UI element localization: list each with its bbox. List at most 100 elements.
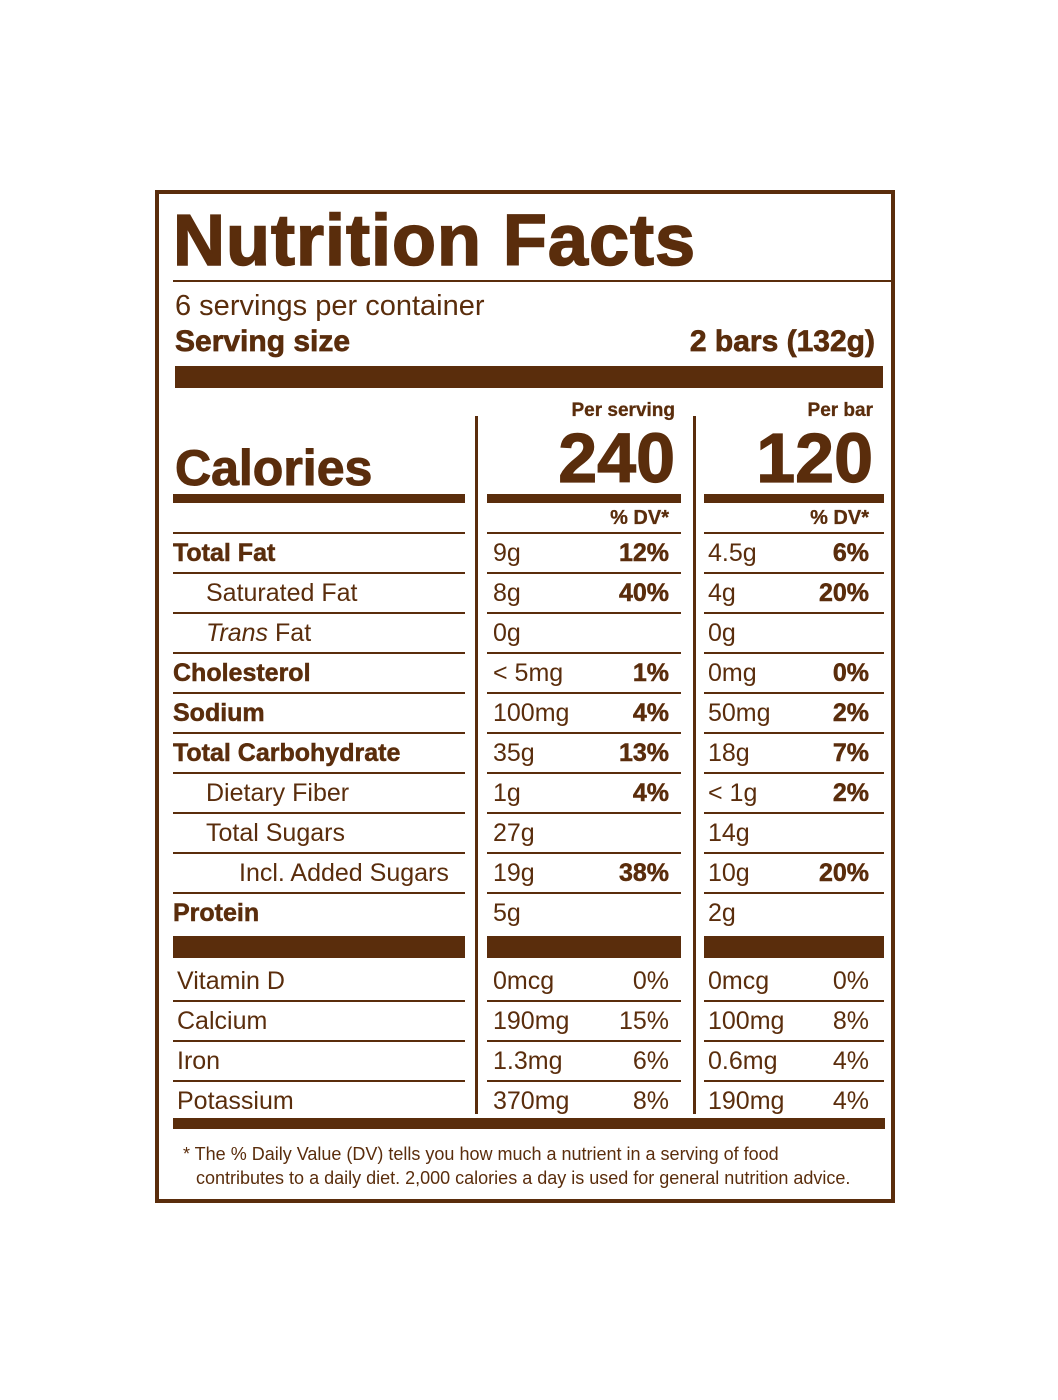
nutrient-rule-right-1	[704, 572, 884, 574]
nutrient-rule-right-5	[704, 732, 884, 734]
dv-per-bar: 6%	[832, 539, 870, 568]
nutrient-name: Dietary Fiber	[206, 779, 350, 807]
column-divider-left	[475, 416, 478, 1114]
nutrient-name-italic: Trans	[206, 619, 269, 647]
vitamin-rule-left-3	[173, 1080, 465, 1082]
calories-label: Calories	[174, 440, 373, 497]
calories-rule-left	[173, 494, 465, 503]
nutrient-rule-mid-9	[487, 892, 681, 894]
nutrient-rule-right-4	[704, 692, 884, 694]
amount-per-bar: 10g	[708, 859, 750, 887]
vitamin-dv-per-serving: 0%	[632, 967, 669, 995]
dv-per-serving: 4%	[632, 779, 670, 808]
nutrient-rule-mid-7	[487, 812, 681, 814]
nutrient-rule-left-7	[173, 812, 465, 814]
nutrient-rule-left-2	[173, 612, 465, 614]
vitamin-separator-mid	[487, 936, 681, 958]
footnote-line-2: contributes to a daily diet. 2,000 calor…	[196, 1168, 851, 1188]
dv-per-bar: 7%	[832, 739, 870, 768]
serving-size-value: 2 bars (132g)	[689, 325, 876, 359]
vitamin-name: Potassium	[177, 1087, 294, 1115]
amount-per-bar: 0mg	[708, 659, 757, 687]
nutrient-rule-left-9	[173, 892, 465, 894]
column-header-per-serving: Per serving	[571, 400, 675, 421]
nutrient-name: Total Sugars	[206, 819, 345, 847]
nutrient-rule-right-8	[704, 852, 884, 854]
nutrient-name: Protein	[173, 899, 260, 928]
vitamin-amount-per-serving: 370mg	[493, 1087, 570, 1115]
amount-per-bar: 4g	[708, 579, 736, 607]
vitamin-rule-mid-2	[487, 1040, 681, 1042]
vitamin-name: Vitamin D	[177, 967, 285, 995]
vitamin-rule-right-3	[704, 1080, 884, 1082]
amount-per-bar: 18g	[708, 739, 750, 767]
dv-per-bar: 2%	[832, 779, 870, 808]
nutrient-rule-left-8	[173, 852, 465, 854]
vitamin-rule-mid-3	[487, 1080, 681, 1082]
amount-per-bar: 0g	[708, 619, 736, 647]
nutrient-name: Trans Fat	[206, 618, 311, 648]
vitamin-rule-left-2	[173, 1040, 465, 1042]
amount-per-bar: < 1g	[708, 779, 758, 807]
nutrient-rule-right-9	[704, 892, 884, 894]
dv-header-rule-left-0	[173, 532, 465, 534]
dv-per-serving: 1%	[632, 659, 670, 688]
vitamin-amount-per-bar: 190mg	[708, 1087, 785, 1115]
amount-per-serving: 1g	[493, 779, 521, 807]
nutrient-name: Saturated Fat	[206, 579, 358, 607]
nutrient-name: Total Fat	[173, 539, 276, 568]
nutrient-rule-mid-8	[487, 852, 681, 854]
vitamin-dv-per-bar: 4%	[832, 1087, 869, 1115]
vitamin-dv-per-bar: 4%	[832, 1047, 869, 1075]
vitamin-dv-per-bar: 0%	[832, 967, 869, 995]
nutrient-rule-right-6	[704, 772, 884, 774]
column-header-per-bar: Per bar	[807, 400, 873, 421]
nutrient-rule-right-3	[704, 652, 884, 654]
nutrient-rule-left-1	[173, 572, 465, 574]
dv-per-bar: 0%	[832, 659, 870, 688]
vitamin-rule-right-1	[704, 1000, 884, 1002]
nutrient-rule-left-6	[173, 772, 465, 774]
calories-rule-mid	[487, 494, 681, 503]
vitamin-amount-per-bar: 0mcg	[708, 967, 770, 995]
amount-per-serving: 8g	[493, 579, 521, 607]
nutrient-rule-right-2	[704, 612, 884, 614]
amount-per-bar: 50mg	[708, 699, 771, 727]
nutrient-name: Sodium	[173, 699, 265, 728]
dv-per-bar: 2%	[832, 699, 870, 728]
dv-header-per-bar: % DV*	[810, 507, 869, 529]
nutrient-rule-mid-5	[487, 732, 681, 734]
amount-per-serving: 0g	[493, 619, 521, 647]
footnote: * The % Daily Value (DV) tells you how m…	[183, 1142, 883, 1190]
calories-per-bar: 120	[756, 419, 874, 497]
dv-per-bar: 20%	[818, 859, 870, 888]
vitamin-name: Calcium	[177, 1007, 268, 1035]
amount-per-bar: 4.5g	[708, 539, 757, 567]
nutrient-rule-mid-6	[487, 772, 681, 774]
vitamin-separator-left	[173, 936, 465, 958]
serving-size-label: Serving size	[175, 325, 351, 359]
title-rule	[173, 280, 893, 282]
thick-rule-bottom	[173, 1118, 885, 1129]
calories-per-serving: 240	[558, 419, 676, 497]
nutrient-rule-mid-3	[487, 652, 681, 654]
vitamin-dv-per-serving: 15%	[618, 1007, 669, 1035]
dv-per-serving: 12%	[618, 539, 670, 568]
nutrient-rule-left-3	[173, 652, 465, 654]
vitamin-amount-per-serving: 0mcg	[493, 967, 555, 995]
nutrient-name: Incl. Added Sugars	[239, 859, 449, 887]
nutrient-rule-mid-1	[487, 572, 681, 574]
vitamin-amount-per-serving: 1.3mg	[493, 1047, 563, 1075]
nutrient-rule-mid-4	[487, 692, 681, 694]
dv-per-serving: 4%	[632, 699, 670, 728]
footnote-line-1: * The % Daily Value (DV) tells you how m…	[183, 1144, 779, 1164]
vitamin-dv-per-serving: 8%	[632, 1087, 669, 1115]
nutrient-name-rest: Fat	[275, 619, 312, 647]
column-divider-right	[693, 416, 696, 1114]
thick-rule-top	[175, 366, 883, 388]
dv-per-serving: 38%	[618, 859, 670, 888]
dv-per-serving: 40%	[618, 579, 670, 608]
vitamin-dv-per-serving: 6%	[632, 1047, 669, 1075]
label-title: Nutrition Facts	[172, 201, 697, 281]
vitamin-rule-mid-1	[487, 1000, 681, 1002]
